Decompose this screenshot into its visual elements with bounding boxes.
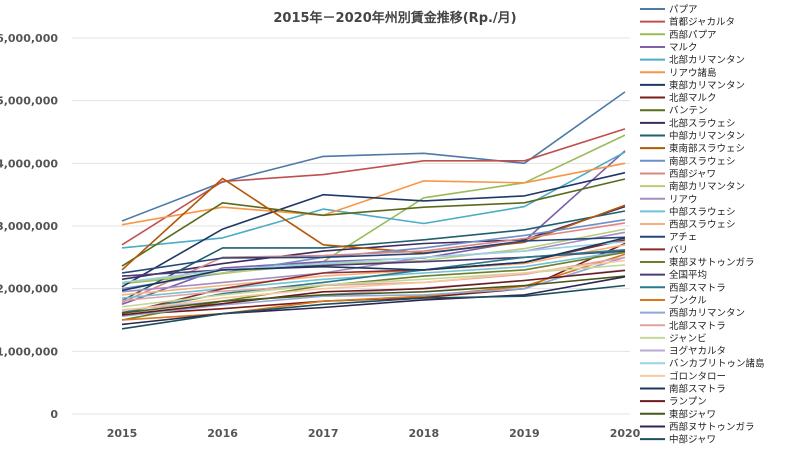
series-line-35 xyxy=(121,284,626,330)
legend-entry-label: 首都ジャカルタ xyxy=(669,16,735,28)
x-tick-label: 2015 xyxy=(107,427,138,440)
y-tick-label: 4,000,000 xyxy=(0,157,58,170)
legend-entry-label: ゴロンタロー xyxy=(669,370,726,382)
series-line-2 xyxy=(121,128,626,246)
series-lines xyxy=(121,91,626,330)
legend-entry-label: バンカブリトゥン諸島 xyxy=(669,358,764,370)
legend-entry-label: 西部カリマンタン xyxy=(669,307,745,319)
legend-entry-label: 中部スラウェシ xyxy=(669,206,736,218)
series-line-14 xyxy=(121,222,626,304)
series-line-11 xyxy=(121,210,626,302)
x-tick-label: 2016 xyxy=(207,427,238,440)
series-line-33 xyxy=(121,275,626,314)
legend-entry-label: 東部ジャワ xyxy=(669,408,716,420)
legend-entry-label: 西部パプア xyxy=(669,29,717,41)
legend-entry-label: 西部ジャワ xyxy=(669,168,716,180)
legend-entry-label: 全国平均 xyxy=(669,269,707,281)
y-tick-label: 2,000,000 xyxy=(0,283,58,296)
x-axis-tick-labels: 2015 2016 2017 2018 2019 2020 xyxy=(107,427,641,440)
series-line-9 xyxy=(121,178,626,267)
series-line-7 xyxy=(121,171,626,288)
legend-entry-label: バリ xyxy=(669,245,688,256)
chart-title: 2015年－2020年州別賃金推移(Rp./月) xyxy=(273,10,516,26)
legend-entry-label: 中部カリマンタン xyxy=(669,130,745,142)
y-tick-label: 0 xyxy=(50,408,58,421)
series-line-19 xyxy=(121,236,626,274)
y-tick-label: 6,000,000 xyxy=(0,32,58,45)
x-tick-label: 2020 xyxy=(610,427,641,440)
series-line-16 xyxy=(121,231,626,293)
legend-entry-label: 南部カリマンタン xyxy=(669,181,745,193)
legend-entry-label: 北部カリマンタン xyxy=(669,54,745,66)
y-tick-label: 5,000,000 xyxy=(0,95,58,108)
legend-entry-label: バンテン xyxy=(669,106,707,117)
y-tick-label: 3,000,000 xyxy=(0,220,58,233)
series-line-32 xyxy=(121,269,626,316)
legend-entry-label: 中部ジャワ xyxy=(669,434,716,446)
legend-entry-label: ランプン xyxy=(669,397,707,408)
y-axis-tick-labels: 0 1,000,000 2,000,000 3,000,000 4,000,000 5,0… xyxy=(0,32,58,421)
series-line-18 xyxy=(121,244,626,296)
legend-entry-label: ヨグヤカルタ xyxy=(669,345,726,357)
legend-entry-label: 西部ヌサトゥンガラ xyxy=(669,421,755,433)
series-line-10 xyxy=(121,205,626,281)
legend-entry-label: 東部ヌサトゥンガラ xyxy=(669,257,755,269)
series-line-30 xyxy=(121,259,626,312)
legend-entry-label: 東部カリマンタン xyxy=(669,79,745,91)
x-tick-label: 2019 xyxy=(509,427,540,440)
legend-entry-label: 北部スマトラ xyxy=(669,320,726,332)
legend-entry-label: リアウ xyxy=(669,194,698,205)
series-line-1 xyxy=(121,91,626,222)
series-line-21 xyxy=(121,251,626,321)
series-line-31 xyxy=(121,237,626,292)
legend-entry-label: パプア xyxy=(669,5,698,16)
series-line-6 xyxy=(121,162,626,226)
series-line-15 xyxy=(121,228,626,284)
legend-entry-label: 西部スマトラ xyxy=(669,282,726,294)
y-tick-label: 1,000,000 xyxy=(0,345,58,358)
x-tick-label: 2018 xyxy=(408,427,439,440)
legend-entry-label: リアウ諸島 xyxy=(669,67,717,79)
legend: パプア首都ジャカルタ西部パプアマルク北部カリマンタンリアウ諸島東部カリマンタン北… xyxy=(640,5,764,446)
legend-entry-label: アチェ xyxy=(669,232,697,243)
legend-entry-label: 北部マルク xyxy=(669,92,717,104)
legend-entry-label: ブンクル xyxy=(669,294,707,306)
legend-entry-label: 南部スマトラ xyxy=(669,383,726,395)
legend-entry-label: マルク xyxy=(669,42,698,53)
legend-entry-label: 北部スラウェシ xyxy=(669,117,736,129)
legend-entry-label: 南部スラウェシ xyxy=(669,155,736,167)
legend-entry-label: ジャンビ xyxy=(669,333,707,344)
legend-entry-label: 東南部スラウェシ xyxy=(669,143,745,155)
x-tick-label: 2017 xyxy=(308,427,339,440)
legend-entry-label: 西部スラウェシ xyxy=(669,219,736,231)
series-line-29 xyxy=(121,240,626,284)
